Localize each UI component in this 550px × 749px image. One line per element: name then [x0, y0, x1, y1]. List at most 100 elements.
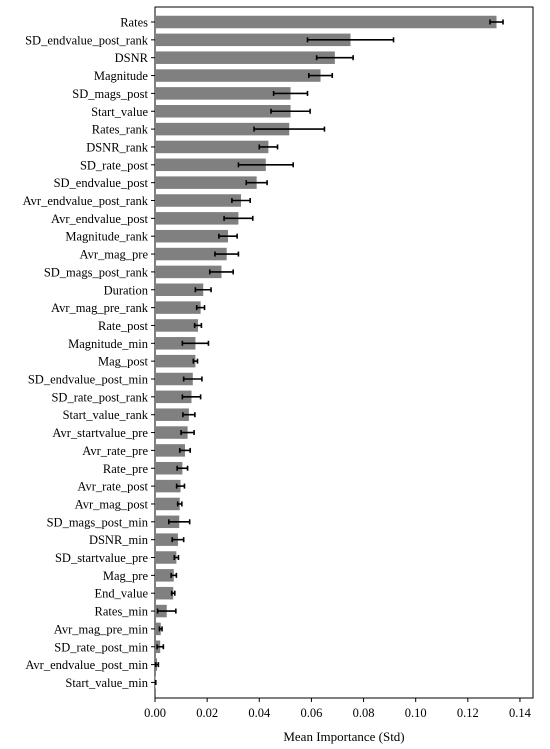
error-bar-SD_rate_post_rank	[181, 394, 202, 400]
category-label-End_value: End_value	[95, 587, 149, 601]
bar-Start_value	[155, 105, 291, 118]
bar-Avr_startvalue_pre	[155, 426, 188, 439]
error-bar-DSNR	[315, 55, 354, 61]
error-bar-Rates_rank	[253, 126, 326, 132]
error-bar-SD_endvalue_post	[245, 180, 268, 186]
bar-Rate_pre	[155, 462, 183, 475]
category-label-Avr_startvalue_pre: Avr_startvalue_pre	[52, 426, 148, 440]
category-label-Avr_mag_pre_rank: Avr_mag_pre_rank	[51, 301, 149, 315]
error-bar-Avr_rate_post	[175, 483, 186, 489]
bar-SD_mags_post_rank	[155, 265, 222, 279]
category-label-DSNR_rank: DSNR_rank	[86, 140, 149, 154]
error-bar-Rates_min	[156, 608, 177, 614]
bar-DSNR	[155, 51, 335, 64]
bar-SD_endvalue_post	[155, 176, 257, 189]
plot-area	[154, 6, 534, 699]
category-label-Magnitude_rank: Magnitude_rank	[65, 230, 148, 244]
category-label-Duration: Duration	[104, 283, 149, 297]
error-bar-Avr_mag_pre_min	[158, 626, 163, 632]
category-label-Avr_mag_pre: Avr_mag_pre	[80, 248, 149, 262]
category-label-SD_mags_post: SD_mags_post	[72, 87, 148, 101]
category-label-Avr_endvalue_post_rank: Avr_endvalue_post_rank	[23, 194, 149, 208]
bar-DSNR_rank	[155, 140, 269, 154]
bar-SD_endvalue_post_min	[155, 372, 193, 386]
error-bar-End_value	[170, 590, 176, 596]
category-label-Mag_pre: Mag_pre	[103, 569, 149, 583]
error-bar-Avr_endvalue_post	[223, 215, 254, 221]
category-label-Avr_mag_post: Avr_mag_post	[75, 497, 149, 511]
error-bar-Mag_post	[192, 358, 199, 364]
bar-Rates	[155, 15, 497, 29]
bar-Avr_mag_post	[155, 497, 180, 511]
category-label-Mag_post: Mag_post	[98, 355, 149, 369]
bar-SD_mags_post_min	[155, 515, 180, 529]
bar-Magnitude	[155, 69, 321, 82]
error-bar-Duration	[194, 287, 212, 293]
error-bar-SD_endvalue_post_rank	[306, 37, 395, 43]
category-label-Start_value: Start_value	[91, 105, 148, 119]
error-bar-Avr_mag_pre_rank	[195, 305, 206, 311]
bar-Rates_rank	[155, 122, 290, 136]
bar-Avr_mag_pre_min	[155, 622, 161, 636]
category-label-Rates_min: Rates_min	[95, 605, 149, 619]
bar-Avr_rate_post	[155, 479, 181, 493]
bar-Avr_mag_pre	[155, 247, 227, 261]
bar-SD_mags_post	[155, 87, 291, 100]
bar-Duration	[155, 283, 204, 296]
error-bar-SD_mags_post_min	[168, 519, 191, 525]
bar-Avr_endvalue_post_rank	[155, 194, 242, 207]
category-label-Magnitude_min: Magnitude_min	[68, 337, 149, 351]
error-bar-Magnitude_min	[181, 340, 210, 346]
category-label-Rates_rank: Rates_rank	[92, 123, 149, 137]
error-bar-Avr_endvalue_post_rank	[231, 198, 251, 203]
error-bar-SD_mags_post_rank	[208, 269, 235, 275]
error-bar-Avr_rate_pre	[178, 447, 191, 453]
x-tick-label-0.08: 0.08	[353, 706, 375, 720]
x-tick-label-0.02: 0.02	[196, 706, 218, 720]
category-label-Magnitude: Magnitude	[94, 69, 149, 83]
category-label-DSNR_min: DSNR_min	[89, 533, 149, 547]
error-bar-Magnitude	[308, 73, 334, 79]
bar-DSNR_min	[155, 533, 178, 546]
error-bar-Rate_post	[193, 322, 203, 328]
category-label-Start_value_min: Start_value_min	[65, 676, 148, 690]
bar-Mag_post	[155, 354, 196, 368]
category-label-SD_rate_post_rank: SD_rate_post_rank	[51, 390, 148, 404]
category-label-Avr_endvalue_post_min: Avr_endvalue_post_min	[25, 658, 148, 672]
category-label-Avr_endvalue_post: Avr_endvalue_post	[51, 212, 148, 226]
bar-Rate_post	[155, 319, 199, 332]
error-bar-SD_endvalue_post_min	[182, 376, 203, 382]
x-tick-label-0.10: 0.10	[405, 706, 427, 720]
category-label-SD_endvalue_post_min: SD_endvalue_post_min	[28, 373, 149, 387]
category-label-SD_endvalue_post: SD_endvalue_post	[54, 176, 149, 190]
error-bar-Rates	[489, 19, 504, 25]
error-bars-group	[154, 19, 504, 685]
bar-Magnitude_rank	[155, 229, 228, 243]
category-label-Avr_rate_pre: Avr_rate_pre	[82, 444, 148, 458]
category-label-SD_rate_post: SD_rate_post	[80, 158, 149, 172]
error-bar-SD_mags_post	[272, 90, 309, 96]
bar-Avr_endvalue_post	[155, 212, 239, 225]
category-label-SD_startvalue_pre: SD_startvalue_pre	[55, 551, 148, 565]
bar-End_value	[155, 586, 174, 600]
error-bar-Avr_endvalue_post_min	[154, 662, 160, 668]
x-tick-label-0.00: 0.00	[144, 706, 166, 720]
x-axis-title: Mean Importance (Std)	[283, 729, 404, 744]
bar-Avr_mag_pre_rank	[155, 301, 201, 314]
error-bar-Mag_pre	[170, 572, 178, 578]
x-ticks-group: 0.00 0.02 0.04 0.06 0.08 0.10 0.12 0.14	[144, 698, 532, 720]
error-bar-Rate_pre	[176, 465, 189, 471]
category-labels-group: Rates SD_endvalue_post_rank DSNR Magnitude S…	[23, 16, 155, 690]
x-tick-label-0.04: 0.04	[248, 706, 271, 720]
category-label-Start_value_rank: Start_value_rank	[63, 408, 149, 422]
error-bar-Magnitude_rank	[218, 233, 238, 239]
error-bar-SD_startvalue_pre	[173, 555, 180, 560]
category-label-SD_rate_post_min: SD_rate_post_min	[54, 640, 148, 654]
bar-SD_startvalue_pre	[155, 551, 177, 564]
x-tick-label-0.14: 0.14	[509, 706, 532, 720]
category-label-SD_mags_post_rank: SD_mags_post_rank	[44, 265, 149, 279]
bar-Magnitude_min	[155, 337, 196, 350]
error-bar-Avr_mag_post	[176, 501, 183, 507]
bar-Mag_pre	[155, 569, 174, 582]
